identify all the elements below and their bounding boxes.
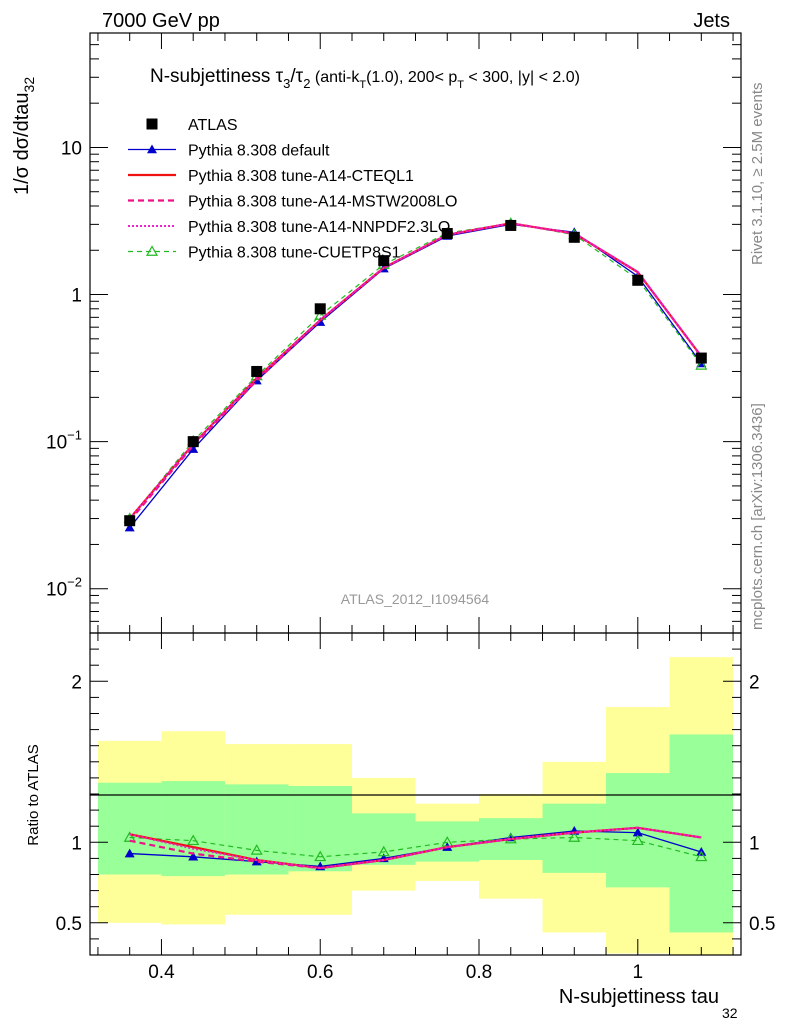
series-line: [128, 222, 703, 520]
series-line: [129, 222, 702, 519]
ratio-y-tick-label-right: 1: [749, 833, 760, 854]
series-point: [378, 255, 390, 267]
main-y-tick-label: 1: [71, 286, 82, 307]
series-line: [128, 222, 703, 522]
main-y-tick-label: 10−2: [46, 575, 82, 601]
ratio-point: [124, 848, 135, 858]
main-series-layer: [123, 217, 708, 532]
series-atlas: [124, 219, 707, 527]
series-pythia-8-308-tune-a14-nnpdf2-3lo: [128, 222, 703, 520]
ratio-point: [187, 834, 200, 846]
series-point: [251, 365, 263, 377]
ratio-point: [377, 845, 390, 857]
ratio-y-axis-label: Ratio to ATLAS: [25, 744, 42, 845]
series-point: [124, 515, 136, 527]
main-y-tick-label: 10: [61, 138, 82, 159]
series-line: [129, 223, 702, 529]
legend-marker: [146, 118, 158, 130]
ratio-line: [129, 826, 702, 870]
legend-label: Pythia 8.308 tune-A14-MSTW2008LO: [188, 194, 457, 211]
main-y-tick-labels: 10−2 10−1 1 10: [46, 138, 82, 600]
x-axis-label-subscript: 32: [722, 1005, 738, 1021]
ratio-series-pythia-8-308-tune-a14-nnpdf2-3lo: [129, 826, 702, 870]
x-tick-labels: 0.4 0.6 0.8 1: [148, 962, 643, 983]
ratio-y-tick-label: 1: [71, 833, 82, 854]
chart-title: N-subjettiness τ3/τ2 (anti-kT(1.0), 200<…: [150, 66, 580, 91]
series-point: [632, 274, 644, 286]
ratio-band-inner: [415, 821, 480, 862]
legend-marker: [145, 245, 159, 256]
ratio-point: [188, 851, 199, 861]
ratio-band-inner: [97, 782, 162, 875]
header-energy-label: 7000 GeV pp: [102, 10, 220, 32]
ratio-y-tick-label-right: 0.5: [749, 914, 775, 935]
legend-label: ATLAS: [188, 117, 238, 134]
ratio-point: [632, 827, 643, 837]
legend-entry-pythia-8-308-tune-a14-nnpdf2-3lo: Pythia 8.308 tune-A14-NNPDF2.3LO: [128, 219, 450, 236]
legend-label: Pythia 8.308 default: [188, 143, 330, 160]
ratio-series-pythia-8-308-tune-a14-mstw2008lo: [129, 826, 702, 870]
ratio-y-tick-label: 2: [71, 672, 82, 693]
ratio-tick-labels: 0.5 0.5 1 1 2 2: [56, 672, 776, 935]
analysis-watermark: ATLAS_2012_I1094564: [341, 591, 490, 607]
series-point: [187, 436, 199, 448]
series-point: [188, 444, 199, 453]
rivet-version-label: Rivet 3.1.10, ≥ 2.5M events: [749, 83, 766, 266]
ratio-uncertainty-bands: [97, 657, 734, 955]
series-point: [695, 359, 708, 370]
legend-label: Pythia 8.308 tune-CUETP8S1: [188, 245, 401, 262]
x-tick-label: 0.6: [307, 962, 333, 983]
ratio-point: [250, 844, 263, 855]
ratio-point: [631, 834, 644, 846]
series-point: [505, 219, 517, 231]
ratio-point: [568, 831, 581, 842]
ratio-y-tick-label: 0.5: [56, 914, 82, 935]
legend-entry-atlas: ATLAS: [146, 117, 238, 134]
legend: ATLAS Pythia 8.308 default Pythia 8.308 tu…: [128, 117, 457, 262]
legend-label: Pythia 8.308 tune-A14-NNPDF2.3LO: [188, 219, 450, 236]
series-point: [314, 303, 326, 315]
x-axis-label: N-subjettiness tau: [559, 986, 719, 1008]
legend-marker: [147, 144, 157, 154]
x-tick-label: 0.8: [466, 962, 492, 983]
x-tick-label: 1: [633, 962, 644, 983]
ratio-point: [695, 850, 708, 862]
series-point: [568, 231, 580, 243]
series-line: [128, 222, 703, 520]
series-point: [124, 522, 135, 532]
ratio-series-layer: [123, 826, 708, 871]
x-tick-label: 0.4: [148, 962, 175, 983]
ratio-axis-ticks: [90, 632, 741, 956]
mcplots-label: mcplots.cern.ch [arXiv:1306.3436]: [749, 403, 766, 630]
ratio-y-tick-label-right: 2: [749, 672, 760, 693]
series-pythia-8-308-tune-a14-cteql1: [128, 222, 703, 520]
series-pythia-8-308-tune-a14-mstw2008lo: [128, 222, 703, 522]
series-point: [695, 352, 707, 364]
legend-label: Pythia 8.308 tune-A14-CTEQL1: [188, 168, 414, 185]
ratio-point: [314, 850, 327, 862]
ratio-line: [129, 836, 702, 858]
main-y-tick-label: 10−1: [46, 428, 82, 454]
legend-entry-pythia-8-308-tune-cuetp8s1: Pythia 8.308 tune-CUETP8S1: [128, 245, 401, 262]
series-point: [441, 228, 453, 240]
legend-entry-pythia-8-308-default: Pythia 8.308 default: [128, 143, 330, 160]
legend-entry-pythia-8-308-tune-a14-cteql1: Pythia 8.308 tune-A14-CTEQL1: [128, 168, 414, 185]
legend-entry-pythia-8-308-tune-a14-mstw2008lo: Pythia 8.308 tune-A14-MSTW2008LO: [128, 194, 457, 211]
main-y-axis-label: 1/σ dσ/dtau32: [11, 77, 37, 195]
header-group-label: Jets: [693, 10, 730, 32]
ratio-line: [129, 826, 702, 870]
ratio-band-inner: [288, 785, 352, 872]
